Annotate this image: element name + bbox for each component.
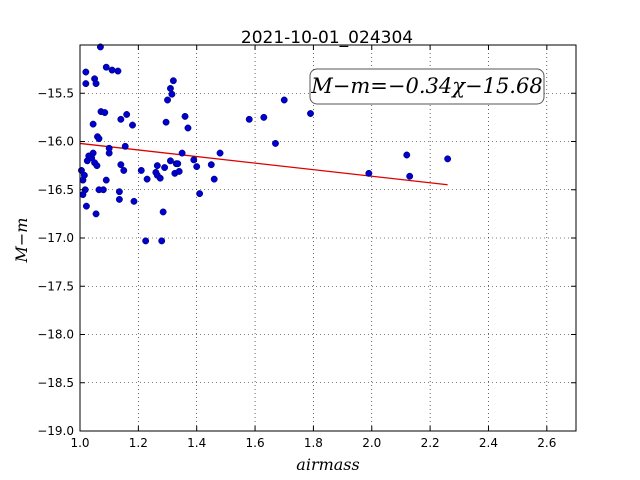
- y-tick-label: −15.5: [37, 86, 74, 100]
- fit-line-group: [79, 142, 448, 186]
- x-tick-label: 1.6: [246, 436, 265, 450]
- data-point: [121, 142, 129, 150]
- data-point: [102, 176, 110, 184]
- data-point: [117, 161, 125, 169]
- data-point: [93, 162, 101, 170]
- y-tick-label: −16.0: [37, 135, 74, 149]
- data-point: [245, 115, 253, 123]
- x-tick-label: 2.4: [479, 436, 498, 450]
- data-point: [89, 120, 97, 128]
- x-axis-label: airmass: [296, 455, 359, 474]
- data-point: [174, 160, 182, 168]
- data-point: [82, 80, 90, 88]
- y-axis-label: M−m: [12, 218, 31, 264]
- data-point: [129, 121, 136, 129]
- data-point: [307, 110, 314, 117]
- data-point: [156, 174, 164, 182]
- data-point: [137, 167, 145, 174]
- data-point: [108, 66, 116, 74]
- data-point: [115, 188, 123, 196]
- y-tick-label: −17.0: [37, 231, 74, 245]
- data-point: [101, 109, 109, 117]
- data-point: [123, 111, 131, 118]
- y-tick-label: −16.5: [37, 183, 74, 197]
- data-point: [120, 167, 128, 174]
- data-point: [153, 162, 161, 170]
- data-point: [95, 135, 103, 143]
- data-point: [105, 149, 113, 157]
- data-point: [92, 210, 100, 218]
- data-point: [99, 186, 107, 194]
- data-point: [114, 67, 122, 75]
- chart-title: 2021-10-01_024304: [241, 28, 413, 48]
- data-point: [82, 202, 90, 210]
- data-point: [158, 237, 166, 245]
- data-point: [193, 163, 201, 171]
- data-point: [406, 172, 414, 180]
- data-point: [142, 237, 150, 245]
- data-point: [166, 157, 174, 165]
- y-tick-label: −18.5: [37, 376, 74, 390]
- y-tick-label: −17.5: [37, 279, 74, 293]
- data-point: [260, 113, 268, 121]
- data-point: [365, 169, 373, 177]
- data-point: [162, 118, 170, 126]
- x-tick-label: 1.4: [187, 436, 206, 450]
- data-point: [82, 68, 90, 76]
- data-point: [161, 164, 169, 172]
- data-point: [169, 77, 177, 85]
- data-point: [143, 175, 151, 183]
- annotation-box: M−m=−0.34χ−15.68: [309, 68, 545, 105]
- data-point: [159, 208, 167, 216]
- data-point: [166, 84, 174, 92]
- data-point: [196, 190, 204, 198]
- data-point: [207, 161, 215, 169]
- data-point: [117, 115, 125, 123]
- x-tick-label: 2.0: [362, 436, 381, 450]
- x-tick-label: 2.6: [537, 436, 556, 450]
- data-point: [272, 139, 279, 147]
- data-point: [190, 156, 198, 164]
- x-tick-label: 1.8: [304, 436, 323, 450]
- annotation-text: M−m=−0.34χ−15.68: [310, 74, 542, 98]
- data-point: [92, 80, 100, 88]
- ticks: 1.0 1.2 1.4 1.6 1.8 2.0 2.2 2.4 2.6 −15.5 −16.0 −16…: [37, 45, 576, 450]
- x-tick-label: 2.2: [421, 436, 440, 450]
- data-point: [178, 149, 186, 157]
- fit-line: [79, 142, 448, 186]
- data-point: [80, 171, 88, 179]
- data-point: [216, 149, 224, 157]
- data-point: [444, 155, 452, 163]
- data-point: [403, 151, 411, 159]
- data-point: [175, 167, 183, 175]
- data-point: [184, 124, 192, 132]
- data-point: [102, 63, 110, 71]
- data-point: [181, 112, 189, 120]
- data-point: [168, 90, 176, 98]
- x-tick-label: 1.0: [70, 436, 89, 450]
- y-tick-label: −18.0: [37, 328, 74, 342]
- data-point: [210, 175, 218, 183]
- x-tick-label: 1.2: [129, 436, 148, 450]
- data-point: [115, 195, 123, 203]
- data-point: [164, 96, 171, 104]
- data-point: [280, 96, 288, 104]
- y-tick-label: −19.0: [37, 424, 74, 438]
- data-point: [130, 197, 138, 205]
- data-point: [89, 149, 97, 157]
- points-group: [78, 43, 452, 245]
